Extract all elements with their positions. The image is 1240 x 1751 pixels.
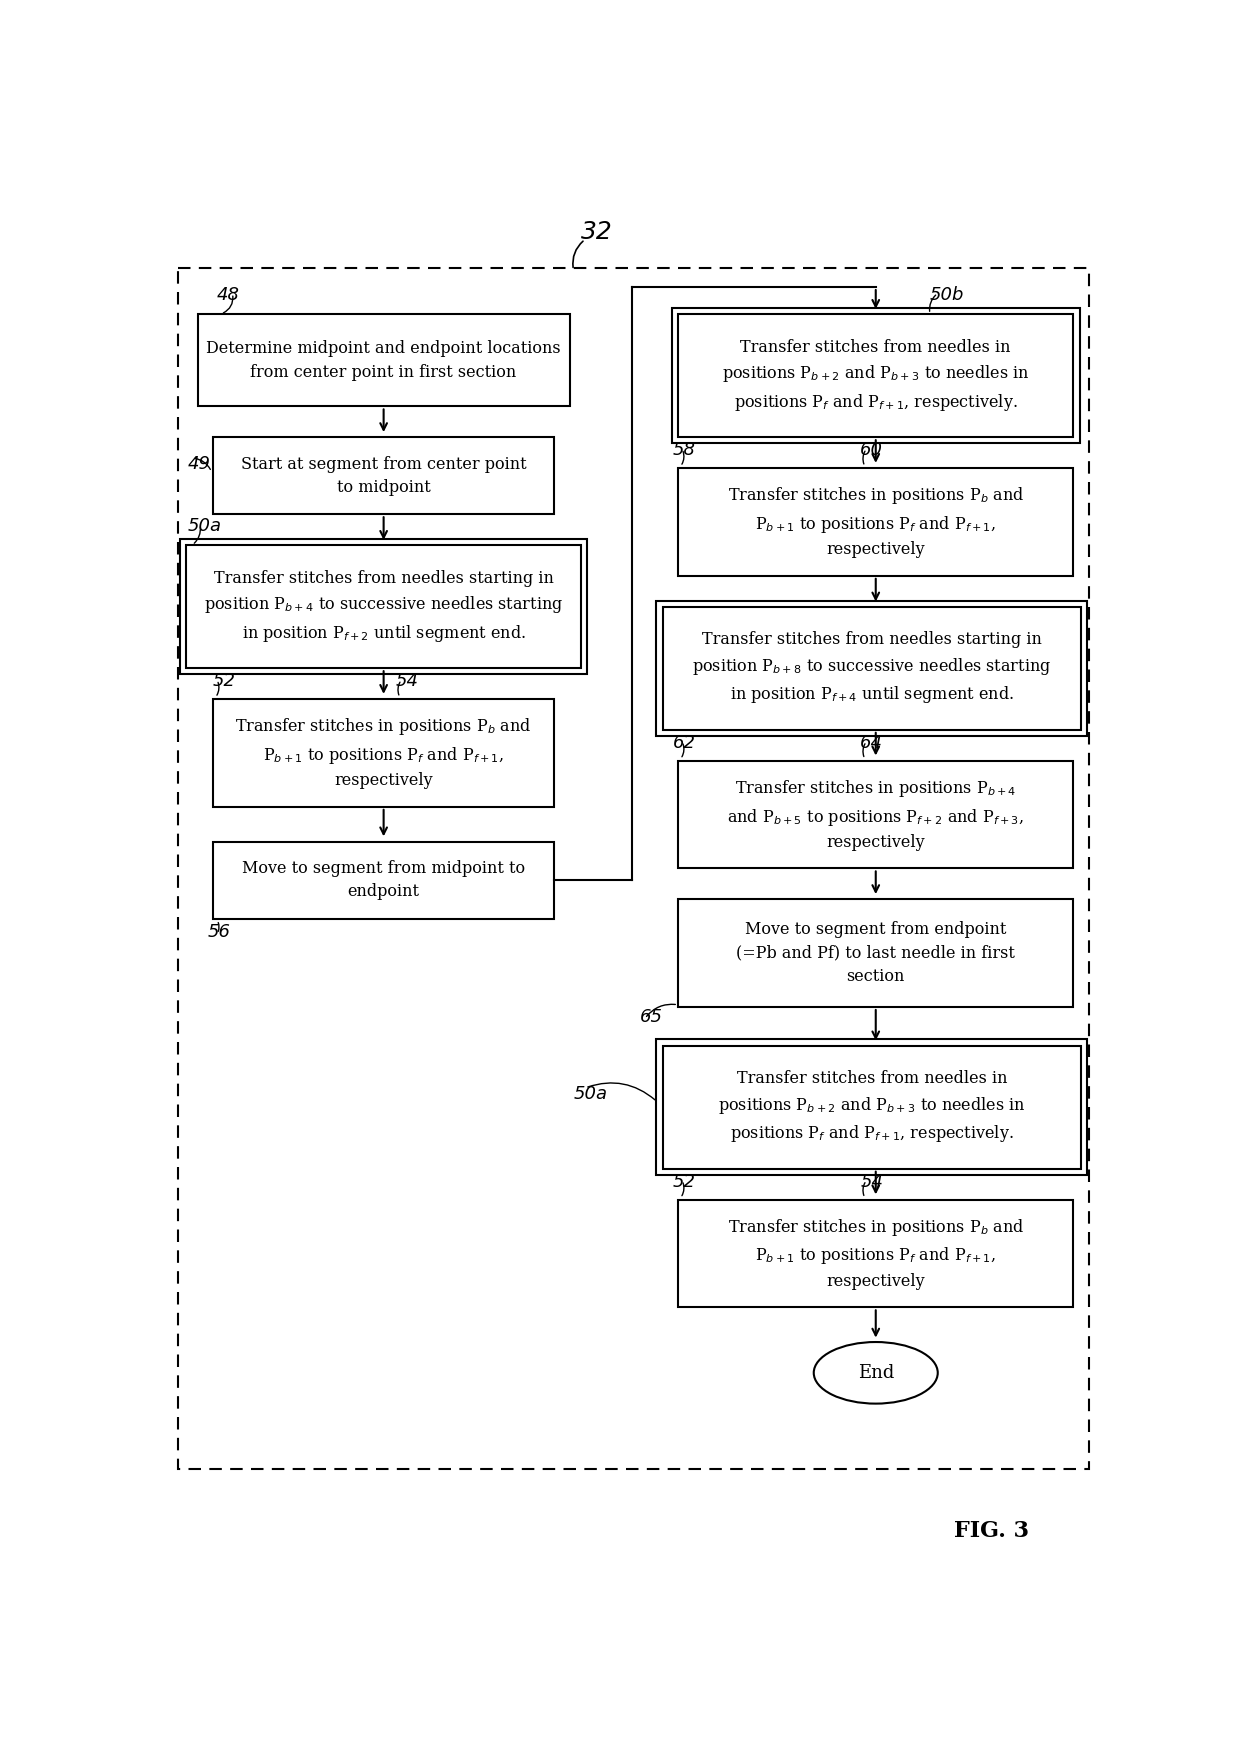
Text: 32: 32 [580, 219, 613, 243]
Bar [672, 308, 1080, 443]
Bar [678, 1199, 1074, 1308]
Text: 62: 62 [672, 734, 696, 751]
Bar [678, 900, 1074, 1007]
Bar [186, 545, 582, 669]
Text: Move to segment from midpoint to
endpoint: Move to segment from midpoint to endpoin… [242, 860, 526, 900]
Text: 50a: 50a [187, 517, 222, 534]
Text: Transfer stitches from needles in
positions P$_{b+2}$ and P$_{b+3}$ to needles i: Transfer stitches from needles in positi… [722, 338, 1029, 413]
Bar [213, 438, 554, 515]
Text: 52: 52 [672, 1173, 696, 1191]
Text: 65: 65 [640, 1009, 662, 1026]
Text: Transfer stitches in positions P$_{b+4}$
and P$_{b+5}$ to positions P$_{f+2}$ an: Transfer stitches in positions P$_{b+4}$… [728, 777, 1024, 851]
Bar [678, 313, 1074, 438]
Bar [213, 699, 554, 807]
Text: Transfer stitches in positions P$_b$ and
P$_{b+1}$ to positions P$_f$ and P$_{f+: Transfer stitches in positions P$_b$ and… [728, 485, 1024, 559]
Text: 54: 54 [861, 1173, 883, 1191]
Text: Transfer stitches from needles in
positions P$_{b+2}$ and P$_{b+3}$ to needles i: Transfer stitches from needles in positi… [718, 1070, 1025, 1143]
Text: Start at segment from center point
to midpoint: Start at segment from center point to mi… [241, 455, 527, 496]
Text: 52: 52 [213, 672, 236, 690]
Text: FIG. 3: FIG. 3 [955, 1520, 1029, 1541]
Bar [179, 268, 1089, 1469]
Text: 54: 54 [396, 672, 418, 690]
Bar [678, 760, 1074, 868]
Text: 60: 60 [861, 441, 883, 459]
Text: Transfer stitches from needles starting in
position P$_{b+8}$ to successive need: Transfer stitches from needles starting … [692, 632, 1052, 706]
Text: 50b: 50b [930, 285, 965, 305]
Bar [656, 601, 1087, 735]
Bar [197, 313, 569, 406]
Text: 64: 64 [861, 734, 883, 751]
Bar [180, 539, 588, 674]
Bar [213, 842, 554, 919]
Text: 58: 58 [672, 441, 696, 459]
Text: Transfer stitches in positions P$_b$ and
P$_{b+1}$ to positions P$_f$ and P$_{f+: Transfer stitches in positions P$_b$ and… [236, 716, 532, 790]
Text: 56: 56 [207, 923, 231, 942]
Bar [678, 468, 1074, 576]
Bar [656, 1040, 1087, 1175]
Text: Transfer stitches in positions P$_b$ and
P$_{b+1}$ to positions P$_f$ and P$_{f+: Transfer stitches in positions P$_b$ and… [728, 1217, 1024, 1290]
Text: Determine midpoint and endpoint locations
from center point in first section: Determine midpoint and endpoint location… [206, 340, 560, 380]
Bar [662, 606, 1081, 730]
Bar [662, 1045, 1081, 1168]
Text: Move to segment from endpoint
(=Pb and Pf) to last needle in first
section: Move to segment from endpoint (=Pb and P… [737, 921, 1016, 986]
Text: 50a: 50a [573, 1086, 608, 1103]
Text: Transfer stitches from needles starting in
position P$_{b+4}$ to successive need: Transfer stitches from needles starting … [205, 569, 563, 644]
Text: 48: 48 [217, 285, 241, 305]
Text: End: End [858, 1364, 894, 1382]
Text: 49: 49 [187, 455, 211, 473]
Ellipse shape [813, 1341, 937, 1404]
